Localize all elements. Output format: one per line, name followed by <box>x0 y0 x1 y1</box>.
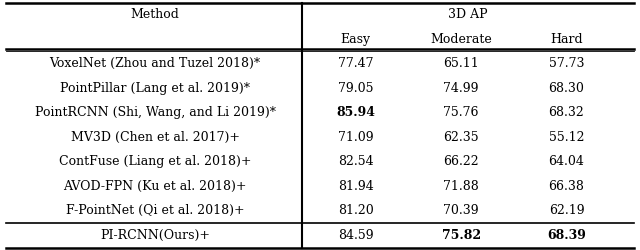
Text: VoxelNet (Zhou and Tuzel 2018)*: VoxelNet (Zhou and Tuzel 2018)* <box>49 57 260 70</box>
Text: AVOD-FPN (Ku et al. 2018)+: AVOD-FPN (Ku et al. 2018)+ <box>63 180 247 193</box>
Text: 66.38: 66.38 <box>548 180 584 193</box>
Text: 64.04: 64.04 <box>548 155 584 168</box>
Text: 66.22: 66.22 <box>444 155 479 168</box>
Text: 62.19: 62.19 <box>548 204 584 217</box>
Text: 75.82: 75.82 <box>442 229 481 242</box>
Text: PointPillar (Lang et al. 2019)*: PointPillar (Lang et al. 2019)* <box>60 82 250 95</box>
Text: ContFuse (Liang et al. 2018)+: ContFuse (Liang et al. 2018)+ <box>59 155 252 168</box>
Text: PI-RCNN(Ours)+: PI-RCNN(Ours)+ <box>100 229 210 242</box>
Text: 68.30: 68.30 <box>548 82 584 95</box>
Text: 65.11: 65.11 <box>444 57 479 70</box>
Text: F-PointNet (Qi et al. 2018)+: F-PointNet (Qi et al. 2018)+ <box>66 204 244 217</box>
Text: 71.09: 71.09 <box>338 131 374 144</box>
Text: Moderate: Moderate <box>430 33 492 46</box>
Text: 62.35: 62.35 <box>444 131 479 144</box>
Text: MV3D (Chen et al. 2017)+: MV3D (Chen et al. 2017)+ <box>70 131 239 144</box>
Text: 71.88: 71.88 <box>444 180 479 193</box>
Text: 82.54: 82.54 <box>338 155 374 168</box>
Text: 55.12: 55.12 <box>548 131 584 144</box>
Text: 81.94: 81.94 <box>338 180 374 193</box>
Text: 85.94: 85.94 <box>336 106 375 119</box>
Text: 3D AP: 3D AP <box>448 8 488 21</box>
Text: 81.20: 81.20 <box>338 204 374 217</box>
Text: 74.99: 74.99 <box>444 82 479 95</box>
Text: 77.47: 77.47 <box>338 57 374 70</box>
Text: Hard: Hard <box>550 33 583 46</box>
Text: 57.73: 57.73 <box>548 57 584 70</box>
Text: Easy: Easy <box>340 33 371 46</box>
Text: 68.39: 68.39 <box>547 229 586 242</box>
Text: 75.76: 75.76 <box>444 106 479 119</box>
Text: 79.05: 79.05 <box>338 82 374 95</box>
Text: 68.32: 68.32 <box>548 106 584 119</box>
Text: 84.59: 84.59 <box>338 229 374 242</box>
Text: Method: Method <box>131 8 179 21</box>
Text: 70.39: 70.39 <box>444 204 479 217</box>
Text: PointRCNN (Shi, Wang, and Li 2019)*: PointRCNN (Shi, Wang, and Li 2019)* <box>35 106 276 119</box>
